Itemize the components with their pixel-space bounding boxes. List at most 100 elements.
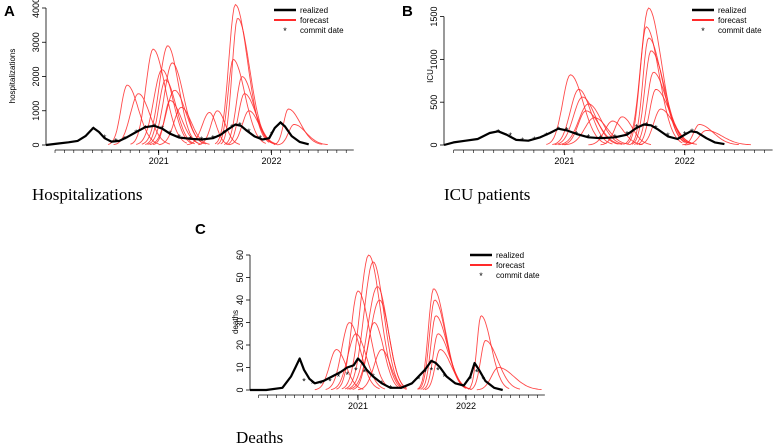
commit-marker: * xyxy=(423,368,427,378)
legend-commit-swatch: * xyxy=(479,271,483,281)
commit-marker: * xyxy=(363,368,367,378)
commit-marker: * xyxy=(114,137,118,147)
y-tick-label: 0 xyxy=(235,387,245,392)
commit-marker: * xyxy=(635,123,639,133)
forecast-line xyxy=(277,124,328,146)
commit-marker: * xyxy=(354,365,358,375)
forecast-line xyxy=(546,74,607,145)
forecast-line xyxy=(217,58,266,145)
y-tick-label: 10 xyxy=(235,362,245,372)
y-tick-label: 40 xyxy=(235,295,245,305)
commit-marker: * xyxy=(389,383,393,393)
forecast-line xyxy=(564,117,631,146)
commit-marker: * xyxy=(189,134,193,144)
y-tick-label: 500 xyxy=(429,95,439,110)
commit-marker: * xyxy=(103,133,107,143)
commit-marker: * xyxy=(311,379,315,389)
y-tick-label: 60 xyxy=(235,250,245,260)
x-tick-label: 2022 xyxy=(675,156,695,166)
legend-commit-label: commit date xyxy=(496,271,540,280)
commit-marker: * xyxy=(380,379,384,389)
x-tick-label: 2021 xyxy=(554,156,574,166)
forecast-line xyxy=(600,116,652,146)
commit-marker: * xyxy=(302,377,306,387)
commit-marker: * xyxy=(644,120,648,130)
panel-caption: Deaths xyxy=(236,428,283,447)
commit-marker: * xyxy=(238,120,242,130)
y-tick-label: 1000 xyxy=(429,49,439,69)
commit-marker: * xyxy=(683,129,687,139)
commit-marker: * xyxy=(200,135,204,145)
commit-marker: * xyxy=(230,123,234,133)
x-tick-label: 2022 xyxy=(261,156,281,166)
legend-forecast-label: forecast xyxy=(496,261,525,270)
forecast-line xyxy=(141,45,199,145)
y-tick-label: 1000 xyxy=(31,101,41,121)
legend-realized-label: realized xyxy=(496,251,524,260)
forecast-line xyxy=(314,349,364,391)
commit-marker: * xyxy=(575,129,579,139)
commit-marker: * xyxy=(168,129,172,139)
commit-marker: * xyxy=(177,133,181,143)
commit-marker: * xyxy=(613,132,617,142)
forecast-line xyxy=(626,26,683,145)
y-tick-label: 30 xyxy=(235,317,245,327)
forecast-line xyxy=(418,299,467,390)
commit-marker: * xyxy=(160,124,164,134)
commit-marker: * xyxy=(469,374,473,384)
commit-marker: * xyxy=(496,128,500,138)
forecast-line xyxy=(336,290,391,390)
forecast-line xyxy=(107,84,159,145)
commit-marker: * xyxy=(92,125,96,135)
commit-marker: * xyxy=(328,377,332,387)
y-tick-label: 4000 xyxy=(31,0,41,18)
panel-letter: A xyxy=(4,3,15,20)
y-tick-label: 0 xyxy=(429,142,439,147)
commit-marker: * xyxy=(520,136,524,146)
commit-marker: * xyxy=(247,127,251,137)
x-tick-label: 2021 xyxy=(149,156,169,166)
commit-marker: * xyxy=(337,372,341,382)
y-axis-title: hospitalizations xyxy=(8,49,17,104)
forecast-line xyxy=(223,76,274,145)
forecast-line xyxy=(130,48,188,145)
forecast-line xyxy=(684,129,751,146)
forecast-line xyxy=(467,315,510,390)
commit-marker: * xyxy=(430,365,434,375)
forecast-line xyxy=(325,322,380,390)
forecast-line xyxy=(470,340,521,391)
y-tick-label: 2000 xyxy=(31,66,41,86)
commit-marker: * xyxy=(270,130,274,140)
y-tick-label: 1500 xyxy=(429,7,439,27)
forecast-line xyxy=(558,103,625,146)
x-tick-label: 2022 xyxy=(456,401,476,411)
commit-marker: * xyxy=(152,122,156,132)
commit-marker: * xyxy=(533,135,537,145)
legend-commit-label: commit date xyxy=(718,26,762,35)
legend-realized-label: realized xyxy=(300,6,328,15)
y-tick-label: 3000 xyxy=(31,32,41,52)
commit-marker: * xyxy=(258,134,262,144)
forecast-line xyxy=(357,349,407,391)
forecast-line xyxy=(228,110,278,146)
y-tick-label: 20 xyxy=(235,340,245,350)
commit-marker: * xyxy=(134,128,138,138)
legend-forecast-label: forecast xyxy=(718,16,747,25)
commit-marker: * xyxy=(123,134,127,144)
realized-line xyxy=(250,357,503,392)
commit-marker: * xyxy=(222,129,226,139)
x-tick-label: 2021 xyxy=(348,401,368,411)
commit-marker: * xyxy=(417,374,421,384)
forecast-line xyxy=(476,367,542,391)
y-tick-label: 50 xyxy=(235,272,245,282)
commit-marker: * xyxy=(143,123,147,133)
y-tick-label: 0 xyxy=(31,142,41,147)
forecast-line xyxy=(682,124,739,146)
forecast-line xyxy=(152,100,202,146)
commit-marker: * xyxy=(690,127,694,137)
panel-a: A 0 1000 2000 3000 4000 hospitalizations 2021 20… xyxy=(4,0,354,204)
